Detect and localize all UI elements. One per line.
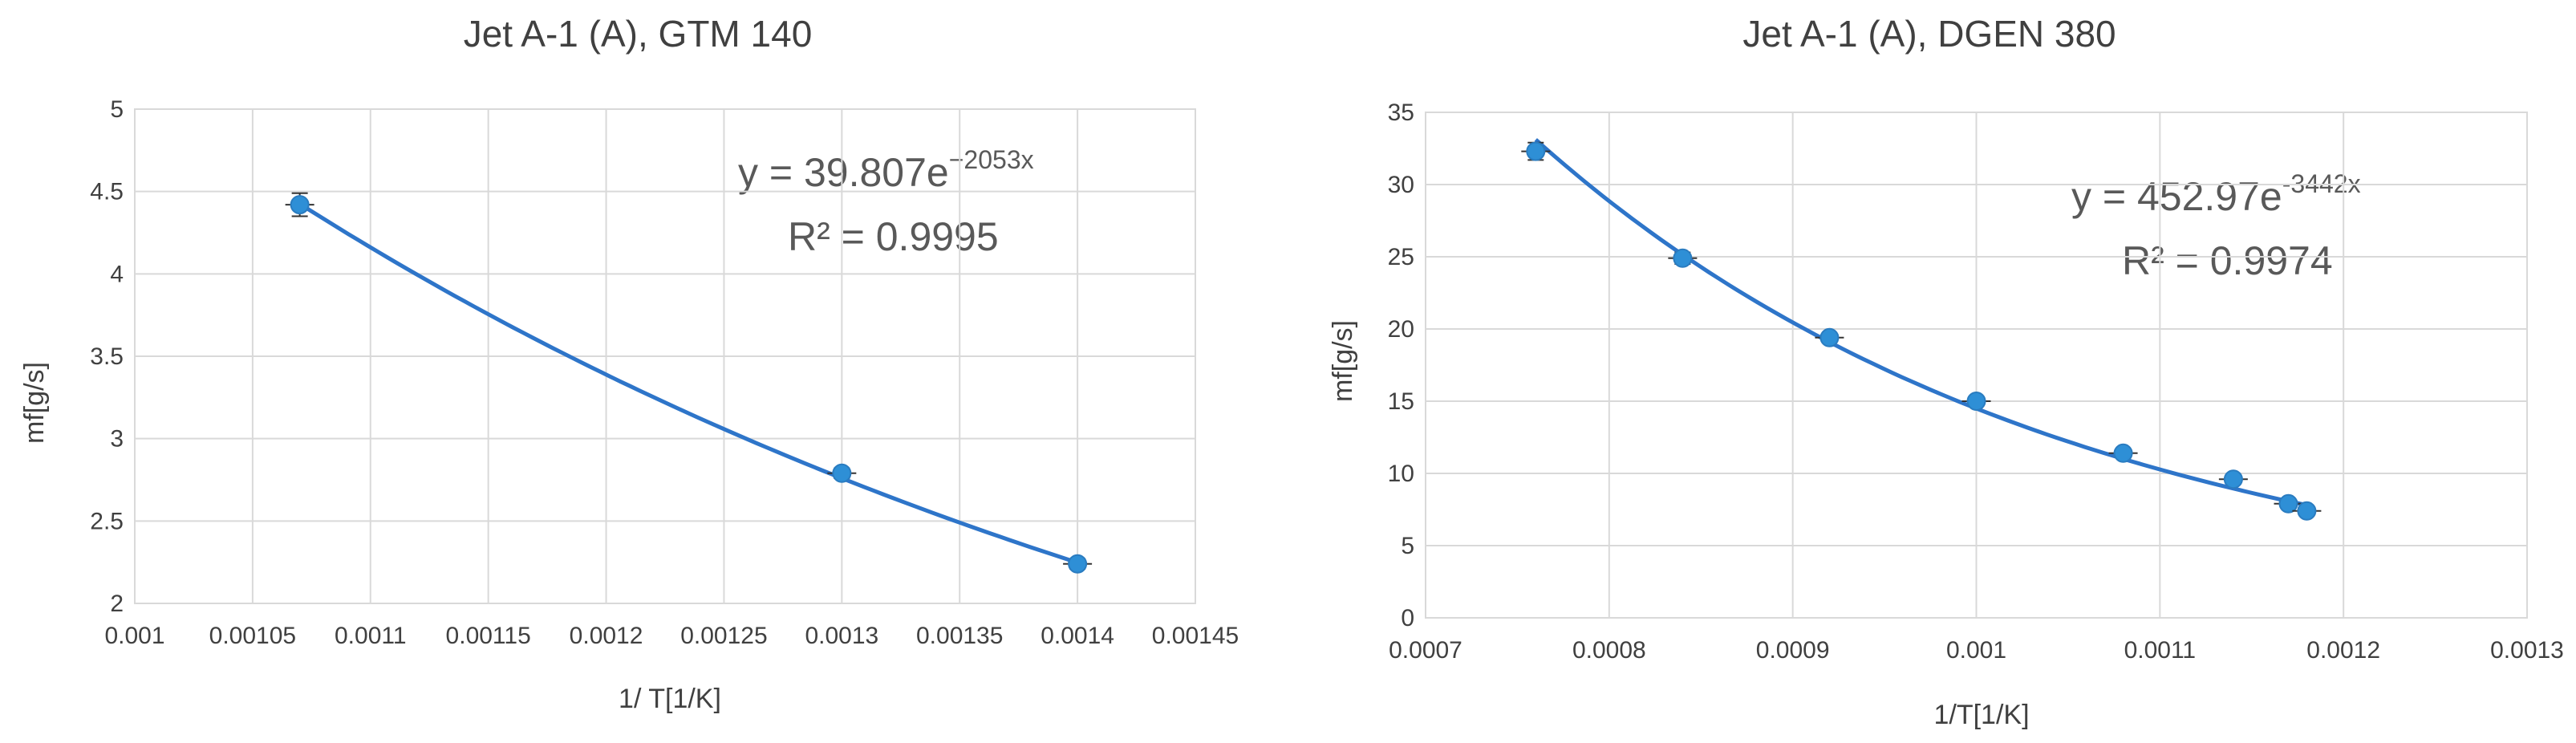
- data-point: [285, 192, 314, 217]
- x-tick-label: 0.0013: [805, 623, 878, 649]
- data-marker: [2297, 501, 2317, 521]
- equation-exponent: −2053x: [949, 145, 1034, 174]
- y-tick-label: 20: [1388, 316, 1414, 343]
- chart-dgen380: Jet A-1 (A), DGEN 380 1/T[1/K] mf[g/s] y…: [1328, 13, 2564, 730]
- data-point: [2218, 469, 2248, 489]
- trendline-equation: y = 39.807e−2053x: [738, 145, 1034, 195]
- trendline-equation: y = 452.97e-3442x: [2071, 169, 2361, 219]
- x-tick-label: 0.0011: [335, 623, 407, 649]
- data-marker: [832, 463, 852, 483]
- y-tick-label: 0: [1401, 605, 1414, 631]
- data-point: [2108, 443, 2138, 463]
- y-tick-label: 5: [1401, 533, 1414, 559]
- y-tick-label: 2: [110, 591, 124, 617]
- y-tick-label: 15: [1388, 388, 1414, 415]
- x-tick-label: 0.00105: [209, 623, 296, 649]
- data-marker: [1068, 554, 1088, 574]
- data-point: [2274, 493, 2303, 514]
- y-axis-label: mf[g/s]: [19, 362, 50, 444]
- trendline-curve: [298, 201, 1078, 565]
- y-tick-label: 4.5: [90, 179, 124, 205]
- x-tick-label: 0.00145: [1152, 623, 1239, 649]
- y-tick-label: 35: [1388, 99, 1414, 126]
- x-axis-label: 1/T[1/K]: [1933, 700, 2029, 730]
- y-tick-label: 5: [110, 96, 124, 123]
- x-tick-label: 0.0011: [2124, 637, 2197, 664]
- chart-title: Jet A-1 (A), GTM 140: [464, 13, 813, 55]
- x-tick-label: 0.0008: [1572, 637, 1646, 664]
- data-point: [1815, 327, 1844, 347]
- y-tick-label: 4: [110, 261, 124, 287]
- data-point: [1063, 554, 1093, 574]
- data-marker: [2113, 443, 2133, 463]
- y-tick-labels: 0 5 10 15 20 25 30 35: [1388, 99, 1414, 631]
- data-marker: [2223, 469, 2243, 489]
- data-marker: [1673, 248, 1693, 268]
- data-marker: [1966, 392, 1986, 411]
- x-tick-label: 0.00125: [680, 623, 767, 649]
- chart-title: Jet A-1 (A), DGEN 380: [1742, 13, 2116, 55]
- y-tick-label: 2.5: [90, 508, 124, 534]
- data-marker: [2278, 493, 2298, 514]
- x-tick-label: 0.001: [1946, 637, 2006, 664]
- trendline: [1534, 138, 2307, 508]
- x-axis-label: 1/ T[1/K]: [619, 684, 721, 714]
- x-tick-label: 0.00135: [916, 623, 1003, 649]
- y-tick-label: 10: [1388, 461, 1414, 487]
- y-tick-labels: 2 2.5 3 3.5 4 4.5 5: [90, 96, 124, 617]
- y-tick-label: 3.5: [90, 343, 124, 370]
- trendline-r-squared: R² = 0.9974: [2122, 238, 2333, 283]
- x-tick-label: 0.0014: [1041, 623, 1114, 649]
- data-points: [1521, 141, 2322, 521]
- gridlines: [134, 108, 1196, 604]
- trendline: [298, 201, 1078, 565]
- x-tick-label: 0.001: [104, 623, 164, 649]
- data-point: [827, 463, 857, 483]
- plot-border: [134, 108, 1196, 604]
- data-point: [2292, 501, 2322, 521]
- plot-area-frame: [1425, 112, 2528, 619]
- x-tick-label: 0.0012: [570, 623, 643, 649]
- equation-base: y = 452.97e: [2071, 174, 2282, 219]
- equation-base: y = 39.807e: [738, 150, 949, 195]
- y-axis-label: mf[g/s]: [1328, 320, 1358, 402]
- data-points: [285, 192, 1093, 574]
- y-tick-label: 25: [1388, 244, 1414, 270]
- trendline-r-squared: R² = 0.9995: [788, 214, 999, 259]
- x-tick-label: 0.0012: [2306, 637, 2380, 664]
- data-marker: [1526, 141, 1546, 161]
- chart-gtm140: Jet A-1 (A), GTM 140 1/ T[1/K] mf[g/s] y…: [19, 13, 1239, 714]
- x-tick-labels: 0.0007 0.0008 0.0009 0.001 0.0011 0.0012 0.001…: [1389, 637, 2564, 664]
- data-point: [1961, 392, 1991, 411]
- x-tick-label: 0.00115: [446, 623, 531, 649]
- x-tick-label: 0.0009: [1756, 637, 1830, 664]
- data-marker: [290, 195, 310, 215]
- y-tick-label: 30: [1388, 172, 1414, 198]
- trendline-curve: [1534, 138, 2307, 508]
- plot-area-frame: [134, 108, 1196, 604]
- x-tick-label: 0.0007: [1389, 637, 1462, 664]
- data-point: [1521, 141, 1551, 161]
- x-tick-label: 0.0013: [2490, 637, 2564, 664]
- data-point: [1668, 248, 1698, 268]
- x-tick-labels: 0.001 0.00105 0.0011 0.00115 0.0012 0.00125 0.…: [104, 623, 1239, 649]
- plot-border: [1425, 112, 2528, 619]
- y-tick-label: 3: [110, 426, 124, 453]
- data-marker: [1819, 327, 1840, 347]
